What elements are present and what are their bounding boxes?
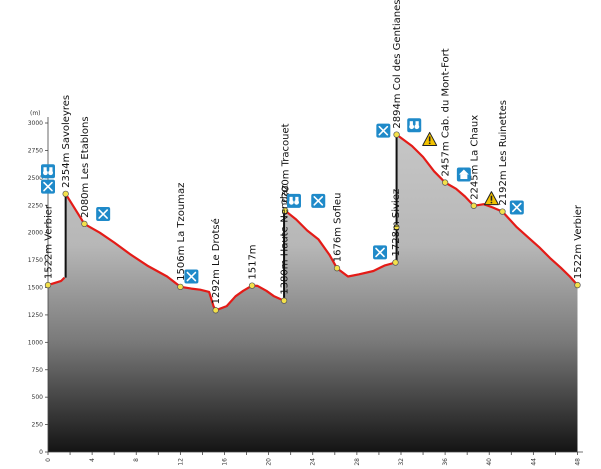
warning-icon <box>483 191 499 206</box>
waypoint-label: 1728m Siviez <box>391 189 402 257</box>
waypoint-label: 1380m Haute-Nendaz <box>280 185 291 295</box>
y-tick-label: 1000 <box>28 339 43 346</box>
waypoint-marker <box>282 207 289 214</box>
hut-icon <box>456 167 471 182</box>
x-tick-label: 32 <box>398 458 405 466</box>
x-tick-label: 44 <box>530 458 537 466</box>
binoculars-icon <box>286 193 301 208</box>
waypoint-marker <box>177 283 184 290</box>
waypoint-label: 2894m Col des Gentianes <box>392 0 403 129</box>
elevation-fill <box>48 134 578 452</box>
x-tick-label: 48 <box>574 458 581 466</box>
waypoint-label: 2245m La Chaux <box>469 115 480 200</box>
waypoint-label: 1522m Verbier <box>573 204 584 279</box>
x-tick-label: 8 <box>133 458 140 462</box>
profile-segment <box>64 193 285 312</box>
waypoint-marker <box>81 220 88 228</box>
warning-icon <box>422 131 438 146</box>
waypoint-markers <box>44 131 581 314</box>
lift-lines <box>64 134 398 301</box>
waypoint-marker <box>333 265 341 272</box>
profile-segment <box>395 133 579 286</box>
y-tick-label: 3000 <box>28 120 43 127</box>
restaurant-icon <box>41 179 55 194</box>
restaurant-icon <box>184 269 199 284</box>
y-tick-label: 2500 <box>28 175 43 182</box>
x-tick-label: 20 <box>266 458 273 466</box>
x-tick-label: 16 <box>221 458 228 466</box>
waypoint-marker <box>393 131 400 138</box>
waypoint-label: 1517m <box>248 244 259 279</box>
x-tick-label: 40 <box>486 458 493 466</box>
y-tick-label: 0 <box>39 449 43 456</box>
y-tick-label: 1750 <box>28 257 43 264</box>
waypoint-label: 2192m Les Ruinettes <box>498 100 509 206</box>
waypoint-label: 2200m Tracouet <box>281 123 292 204</box>
waypoint-marker <box>212 307 219 314</box>
y-tick-label: 2000 <box>28 230 43 237</box>
waypoint-marker <box>248 282 256 289</box>
x-tick-label: 24 <box>310 458 317 466</box>
y-tick-label: 1500 <box>28 285 43 292</box>
x-tick-label: 12 <box>177 458 184 466</box>
profile-segment <box>47 276 66 287</box>
binoculars-icon <box>407 118 422 133</box>
x-tick-label: 0 <box>45 458 52 462</box>
restaurant-icon <box>311 193 326 208</box>
restaurant-icon <box>376 123 391 138</box>
waypoint-label: 1522m Verbier <box>44 204 55 279</box>
y-tick-label: 250 <box>32 422 44 429</box>
waypoint-label: 2080m Les Etablons <box>80 116 91 217</box>
waypoint-label: 1292m Le Drotsé <box>210 218 222 304</box>
map-icons <box>41 118 524 284</box>
waypoint-marker <box>441 179 449 186</box>
waypoint-labels: 1522m Verbier 2354m Savoleyres 2080m Les E… <box>44 0 584 304</box>
lift-midpoint-marker <box>393 224 400 231</box>
x-tick-label: 36 <box>442 458 449 466</box>
y-tick-label: 750 <box>32 367 44 374</box>
y-axis-unit-label: (m) <box>30 110 41 117</box>
x-tick-label: 28 <box>354 458 361 466</box>
waypoint-label: 1506m La Tzoumaz <box>176 183 187 281</box>
y-tick-label: 500 <box>32 394 44 401</box>
waypoint-label: 2354m Savoleyres <box>61 95 72 188</box>
restaurant-icon <box>509 200 524 215</box>
waypoint-label: 1676m Sofleu <box>333 193 344 263</box>
restaurant-icon <box>373 245 388 260</box>
waypoint-label: 2457m Cab. du Mont-Fort <box>441 48 452 176</box>
waypoint-marker <box>499 208 506 215</box>
elevation-area <box>48 134 578 452</box>
y-tick-label: 1250 <box>28 312 43 319</box>
waypoint-marker <box>470 202 477 209</box>
waypoint-marker <box>44 281 52 289</box>
binoculars-icon <box>41 164 55 179</box>
y-tick-label: 2750 <box>28 147 43 154</box>
waypoint-marker <box>392 259 399 266</box>
waypoint-marker <box>574 281 581 289</box>
y-tick-label: 2250 <box>28 202 43 209</box>
x-tick-label: 4 <box>89 458 96 462</box>
axes: 0 250 500 750 1000 1250 1500 1750 2000 2250 2500 27… <box>28 117 583 466</box>
waypoint-marker <box>62 190 69 197</box>
restaurant-icon <box>96 207 111 222</box>
waypoint-marker <box>280 297 288 304</box>
